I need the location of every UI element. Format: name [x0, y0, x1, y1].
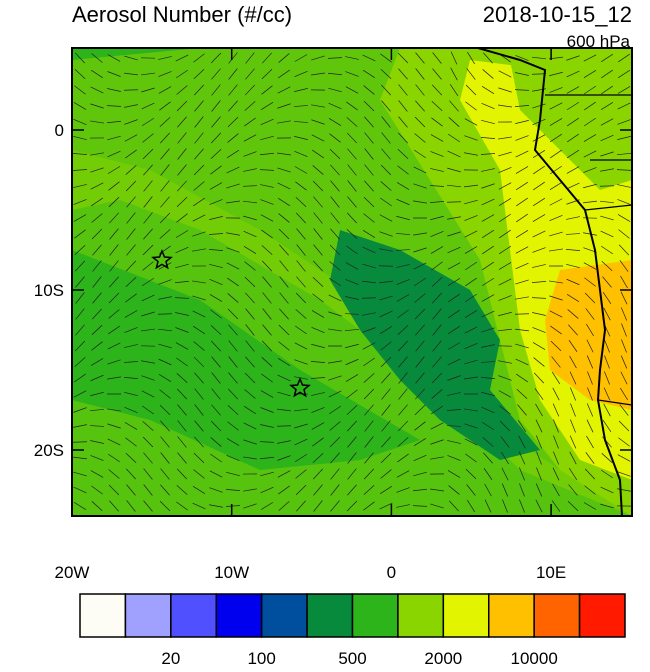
x-tick-label: 10W [214, 563, 249, 582]
y-tick-label: 0 [55, 121, 64, 140]
colorbar-box [307, 594, 352, 637]
colorbar-label: 100 [247, 649, 275, 667]
colorbar-box [580, 594, 625, 637]
colorbar-box [443, 594, 488, 637]
colorbar-box [80, 594, 125, 637]
map-date: 2018-10-15_12 [483, 2, 632, 27]
colorbar-label: 2000 [424, 649, 462, 667]
colorbar-label: 10000 [511, 649, 558, 667]
colorbar-box [125, 594, 170, 637]
colorbar-box [534, 594, 579, 637]
colorbar-box [262, 594, 307, 637]
colorbar: 20 100 500 2000 10000 [80, 594, 625, 667]
x-tick-label: 10E [536, 563, 566, 582]
x-tick-label: 20W [55, 563, 90, 582]
colorbar-label: 20 [161, 649, 180, 667]
colorbar-box [171, 594, 216, 637]
colorbar-box [489, 594, 534, 637]
y-tick-label: 10S [34, 281, 64, 300]
colorbar-box [398, 594, 443, 637]
x-tick-label: 0 [387, 563, 396, 582]
colorbar-label: 500 [338, 649, 366, 667]
map-field [72, 48, 632, 516]
y-tick-label: 20S [34, 441, 64, 460]
pressure-level: 600 hPa [567, 32, 631, 51]
map-title: Aerosol Number (#/cc) [72, 2, 292, 27]
colorbar-box [216, 594, 261, 637]
colorbar-box [353, 594, 398, 637]
